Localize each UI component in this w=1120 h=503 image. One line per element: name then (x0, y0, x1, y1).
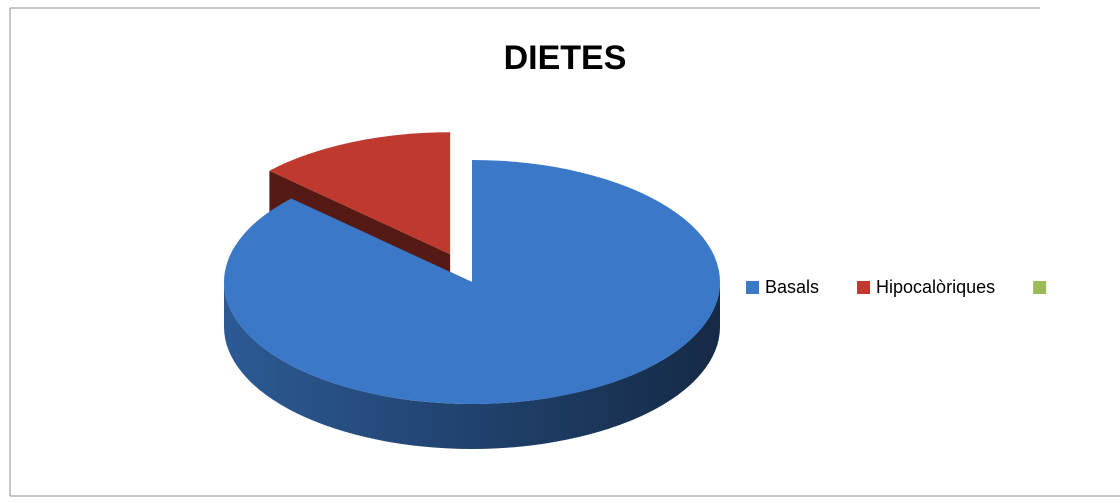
legend-swatch (746, 281, 759, 294)
legend-label: Hipocalòriques (876, 277, 995, 297)
chart-title: DIETES (504, 39, 627, 77)
legend-swatch (857, 281, 871, 294)
legend-swatch (1033, 281, 1047, 294)
pie-slice (224, 160, 720, 449)
slice-top (269, 132, 451, 255)
slice-side (224, 282, 720, 449)
slice-top (224, 160, 720, 404)
legend-label: Basals (765, 277, 819, 297)
